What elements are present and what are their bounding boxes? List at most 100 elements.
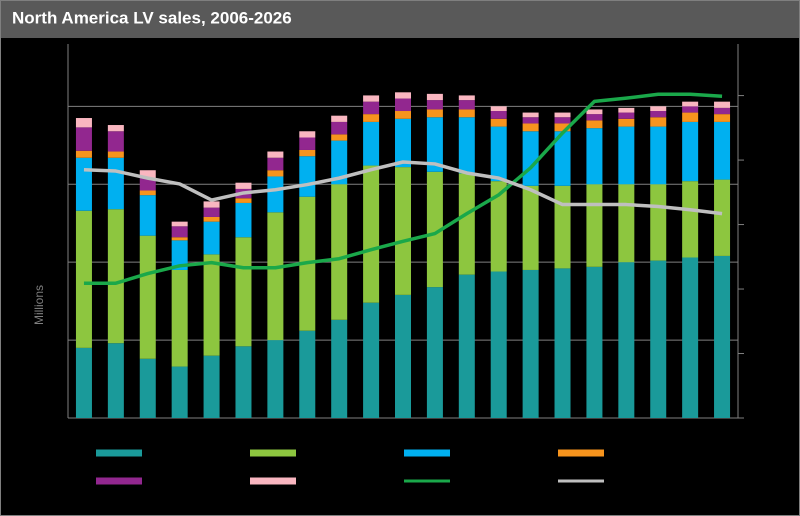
bar-segment	[395, 294, 411, 418]
bar-segment	[458, 173, 475, 275]
bar-segment	[586, 128, 603, 185]
bar-segment	[363, 165, 380, 303]
bar-segment	[714, 179, 731, 256]
legend-swatch	[96, 477, 142, 485]
bar-segment	[107, 151, 124, 158]
bar-segment	[267, 157, 284, 171]
bar-segment	[107, 209, 124, 344]
bar-segment	[171, 240, 188, 270]
bar-segment	[554, 185, 571, 269]
bar-segment	[395, 118, 411, 168]
bar-segment	[554, 112, 571, 118]
legend-swatch	[558, 449, 604, 457]
bar-segment	[363, 121, 380, 166]
bar-segment	[426, 171, 443, 288]
bar-segment	[331, 134, 348, 141]
bar-segment	[267, 151, 284, 158]
bar-segment	[586, 184, 603, 267]
bar-segment	[618, 118, 635, 127]
bar-segment	[682, 121, 699, 182]
bar-segment	[107, 125, 124, 132]
bar-segment	[682, 106, 699, 113]
bar-segment	[331, 319, 348, 418]
bar-segment	[171, 237, 188, 241]
bar-segment	[618, 126, 635, 185]
bar-segment	[554, 123, 571, 132]
line	[83, 92, 723, 285]
bar-segment	[650, 184, 667, 261]
bar-segment	[139, 170, 156, 179]
line	[83, 160, 723, 216]
bar-segment	[203, 201, 220, 208]
bar-segment	[75, 347, 92, 418]
bar-segment	[522, 123, 539, 132]
bar-segment	[682, 112, 699, 122]
bar-segment	[107, 157, 124, 210]
bar-segment	[235, 182, 252, 189]
bar-segment	[426, 287, 443, 418]
bar-segment	[395, 92, 411, 99]
bar-segment	[267, 176, 284, 213]
bar-segment	[586, 266, 603, 418]
bar-segment	[522, 269, 539, 418]
bar-segment	[458, 109, 475, 118]
title-bar	[0, 0, 800, 38]
bar-segment	[490, 181, 507, 272]
bar-segment	[714, 255, 731, 418]
bar-segment	[107, 343, 124, 418]
legend-swatch	[404, 449, 450, 457]
legend-swatch	[250, 477, 296, 485]
bar-segment	[299, 156, 316, 197]
bar-segment	[171, 269, 188, 367]
bar-segment	[171, 221, 188, 227]
bar-segment	[586, 114, 603, 121]
bar-segment	[618, 262, 635, 418]
bar-segment	[299, 137, 316, 150]
bar-segment	[650, 117, 667, 127]
bar-segment	[75, 150, 92, 158]
bar-segment	[395, 111, 411, 119]
bar-segment	[203, 254, 220, 356]
bar-segment	[75, 157, 92, 211]
bar-segment	[299, 330, 316, 418]
bar-segment	[139, 235, 156, 359]
bar-segment	[682, 101, 699, 107]
legend-swatch	[96, 449, 142, 457]
bar-segment	[299, 149, 316, 157]
bar-segment	[267, 170, 284, 177]
bar-segment	[522, 117, 539, 124]
bar-segment	[171, 366, 188, 418]
bar-segment	[203, 221, 220, 255]
bar-segment	[458, 100, 475, 110]
bar-segment	[650, 260, 667, 418]
bar-segment	[554, 131, 571, 186]
bar-segment	[395, 167, 411, 295]
bar-segment	[203, 355, 220, 418]
bar-segment	[235, 346, 252, 418]
bar-segment	[235, 237, 252, 347]
bar-segment	[75, 127, 92, 151]
bar-segment	[586, 120, 603, 129]
bar-segment	[395, 98, 411, 112]
bar-segment	[682, 257, 699, 418]
bar-segment	[331, 115, 348, 122]
bar-segment	[522, 131, 539, 186]
bar-segment	[554, 268, 571, 418]
bar-segment	[299, 131, 316, 138]
bar-segment	[458, 274, 475, 418]
bar-segment	[331, 140, 348, 185]
bar-segment	[331, 184, 348, 320]
bar-segment	[426, 117, 443, 172]
bar-segment	[458, 95, 475, 101]
bar-segment	[363, 114, 380, 122]
legend-swatch	[250, 449, 296, 457]
bar-segment	[75, 118, 92, 128]
bar-segment	[426, 93, 443, 101]
bar-segment	[363, 302, 380, 418]
bar-segment	[331, 121, 348, 135]
bar-segment	[650, 126, 667, 185]
bar-segment	[235, 202, 252, 238]
bar-segment	[235, 198, 252, 203]
chart-title: North America LV sales, 2006-2026	[12, 8, 292, 27]
